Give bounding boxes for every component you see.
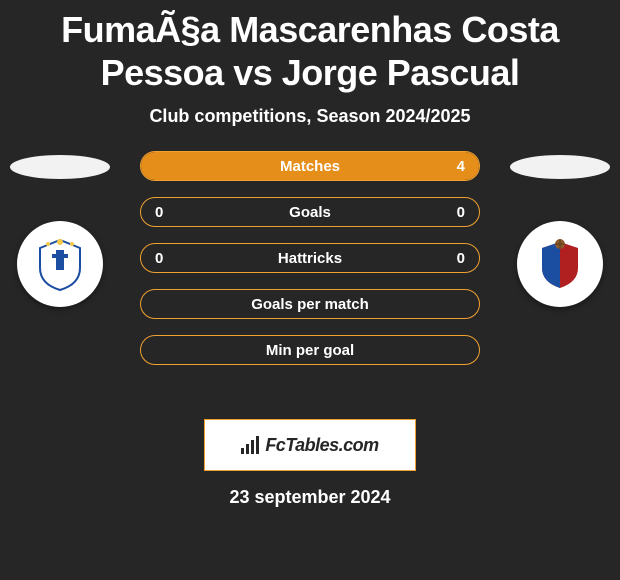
stat-row: 0Hattricks0 — [140, 243, 480, 273]
stat-label: Hattricks — [141, 250, 479, 267]
stat-right-value: 4 — [443, 152, 479, 180]
bar-chart-icon — [241, 436, 259, 454]
stat-row: Min per goal — [140, 335, 480, 365]
left-player-column — [0, 151, 120, 307]
date-text: 23 september 2024 — [0, 487, 620, 508]
stat-right-value: 0 — [443, 244, 479, 272]
stat-right-value — [451, 290, 479, 318]
stat-row: Matches4 — [140, 151, 480, 181]
stat-label: Goals per match — [141, 296, 479, 313]
right-club-badge — [517, 221, 603, 307]
brand-text: FcTables.com — [265, 435, 378, 456]
stat-label: Min per goal — [141, 342, 479, 359]
stat-label: Matches — [141, 158, 479, 175]
right-player-column — [500, 151, 620, 307]
left-player-photo — [10, 155, 110, 179]
stat-right-value: 0 — [443, 198, 479, 226]
stat-right-value — [451, 336, 479, 364]
comparison-body: Matches40Goals00Hattricks0Goals per matc… — [0, 151, 620, 411]
stats-list: Matches40Goals00Hattricks0Goals per matc… — [140, 151, 480, 381]
left-club-badge — [17, 221, 103, 307]
brand-box: FcTables.com — [204, 419, 416, 471]
stat-label: Goals — [141, 204, 479, 221]
stat-row: Goals per match — [140, 289, 480, 319]
right-player-photo — [510, 155, 610, 179]
stat-row: 0Goals0 — [140, 197, 480, 227]
subtitle: Club competitions, Season 2024/2025 — [0, 106, 620, 127]
eibar-crest-icon — [530, 234, 590, 294]
page-title: FumaÃ§a Mascarenhas Costa Pessoa vs Jorg… — [0, 0, 620, 98]
oviedo-crest-icon — [30, 234, 90, 294]
